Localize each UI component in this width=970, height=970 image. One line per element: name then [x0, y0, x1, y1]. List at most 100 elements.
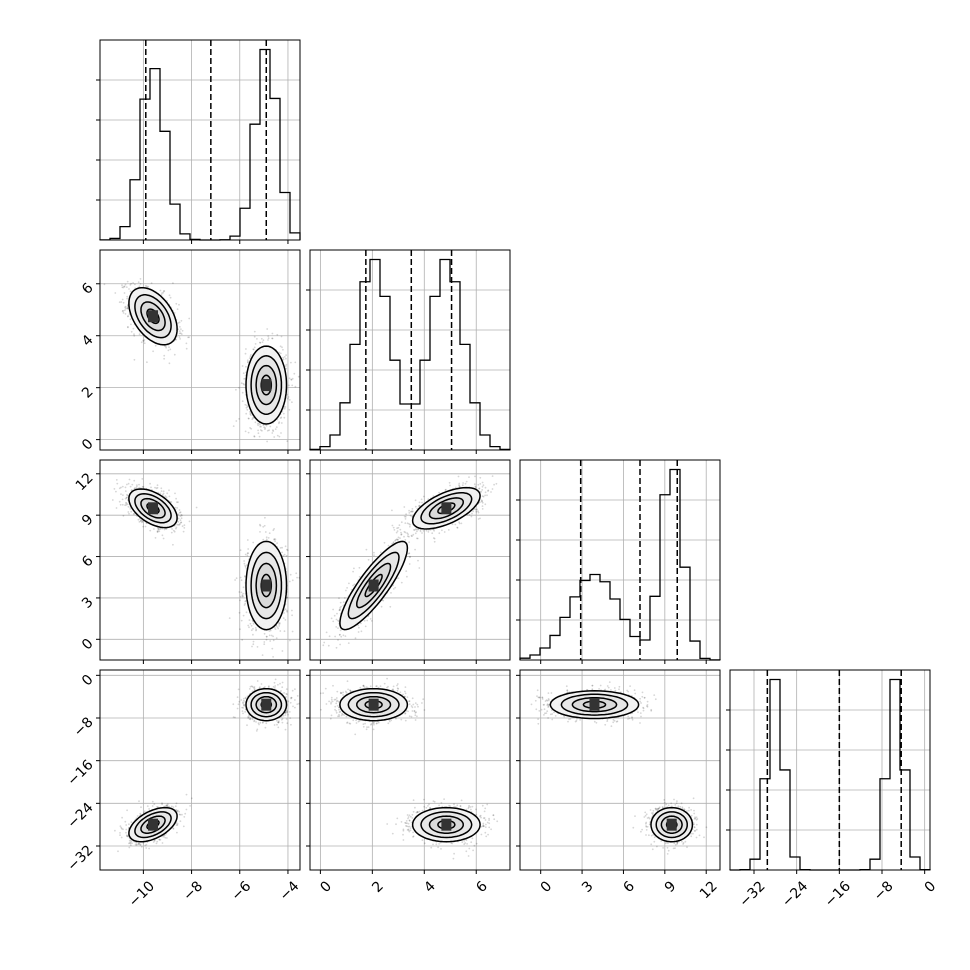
sample-point — [253, 435, 256, 438]
sample-point — [259, 524, 262, 527]
sample-point — [269, 640, 272, 642]
sample-point — [294, 385, 297, 388]
sample-point — [256, 338, 258, 340]
sample-point — [124, 305, 127, 308]
sample-point — [181, 525, 184, 528]
sample-point — [115, 479, 118, 481]
sample-point — [252, 643, 255, 646]
sample-point — [143, 340, 145, 342]
sample-point — [241, 400, 244, 403]
sample-point — [170, 501, 173, 503]
sample-point — [150, 486, 152, 489]
sample-point — [477, 510, 479, 513]
sample-point — [284, 619, 287, 621]
sample-point — [244, 566, 247, 568]
sample-point — [162, 291, 165, 294]
sample-point — [179, 326, 181, 328]
sample-point — [244, 575, 247, 578]
sample-point — [267, 337, 270, 340]
histogram-panel-2 — [306, 249, 511, 451]
sample-point — [285, 363, 288, 366]
sample-point — [291, 377, 294, 380]
sample-point — [250, 624, 253, 627]
sample-point — [286, 596, 289, 599]
sample-point — [180, 328, 182, 330]
sample-point — [162, 290, 165, 293]
sample-point — [278, 621, 281, 624]
sample-point — [257, 432, 260, 435]
sample-point — [474, 475, 476, 478]
sample-point — [262, 424, 265, 427]
sample-point — [178, 523, 181, 526]
sample-point — [408, 512, 411, 514]
sample-point — [130, 510, 133, 513]
sample-point — [235, 388, 237, 391]
sample-point — [273, 436, 276, 438]
sample-point — [179, 515, 182, 518]
density-peak — [148, 310, 159, 323]
sample-point — [125, 496, 128, 499]
sample-point — [264, 516, 266, 519]
sample-point — [238, 418, 241, 420]
sample-point — [157, 527, 160, 530]
sample-point — [248, 626, 250, 629]
sample-point — [238, 591, 241, 593]
sample-point — [400, 521, 403, 524]
sample-point — [289, 639, 291, 642]
sample-point — [280, 422, 283, 424]
sample-point — [275, 637, 278, 639]
sample-point — [177, 524, 180, 526]
sample-point — [272, 635, 274, 638]
sample-point — [256, 646, 259, 648]
sample-point — [165, 528, 168, 530]
sample-point — [474, 485, 477, 488]
sample-point — [121, 310, 124, 313]
sample-point — [157, 528, 160, 531]
sample-point — [144, 285, 147, 287]
sample-point — [458, 482, 461, 485]
sample-point — [263, 641, 266, 643]
sample-point — [145, 285, 148, 288]
sample-point — [118, 301, 121, 304]
histogram-panel-4 — [726, 669, 931, 871]
sample-point — [124, 306, 126, 309]
sample-point — [282, 358, 285, 361]
sample-point — [142, 485, 145, 488]
sample-point — [272, 529, 275, 532]
sample-point — [253, 335, 256, 338]
sample-point — [273, 538, 275, 541]
sample-point — [258, 435, 261, 438]
sample-point — [271, 337, 274, 340]
sample-point — [125, 496, 128, 499]
sample-point — [419, 529, 422, 531]
sample-point — [163, 528, 166, 531]
sample-point — [411, 535, 413, 537]
sample-point — [290, 378, 293, 381]
sample-point — [126, 494, 129, 497]
density-contours — [245, 540, 288, 631]
sample-point — [127, 315, 129, 318]
sample-point — [422, 530, 425, 532]
sample-point — [175, 526, 178, 529]
sample-point — [144, 525, 147, 528]
sample-point — [258, 422, 260, 425]
sample-point — [272, 656, 274, 658]
sample-point — [438, 532, 441, 535]
sample-point — [406, 532, 409, 534]
sample-point — [122, 301, 125, 304]
sample-point — [127, 326, 129, 328]
sample-point — [477, 511, 480, 514]
sample-point — [168, 495, 171, 498]
sample-point — [288, 384, 290, 387]
sample-point — [141, 520, 144, 523]
sample-point — [163, 354, 166, 357]
sample-point — [126, 295, 129, 298]
sample-point — [156, 486, 159, 489]
sample-point — [274, 428, 277, 430]
sample-point — [180, 333, 183, 335]
sample-point — [177, 322, 180, 324]
sample-point — [264, 428, 266, 430]
sample-point — [254, 627, 257, 629]
sample-point — [251, 645, 253, 648]
sample-point — [296, 576, 298, 579]
